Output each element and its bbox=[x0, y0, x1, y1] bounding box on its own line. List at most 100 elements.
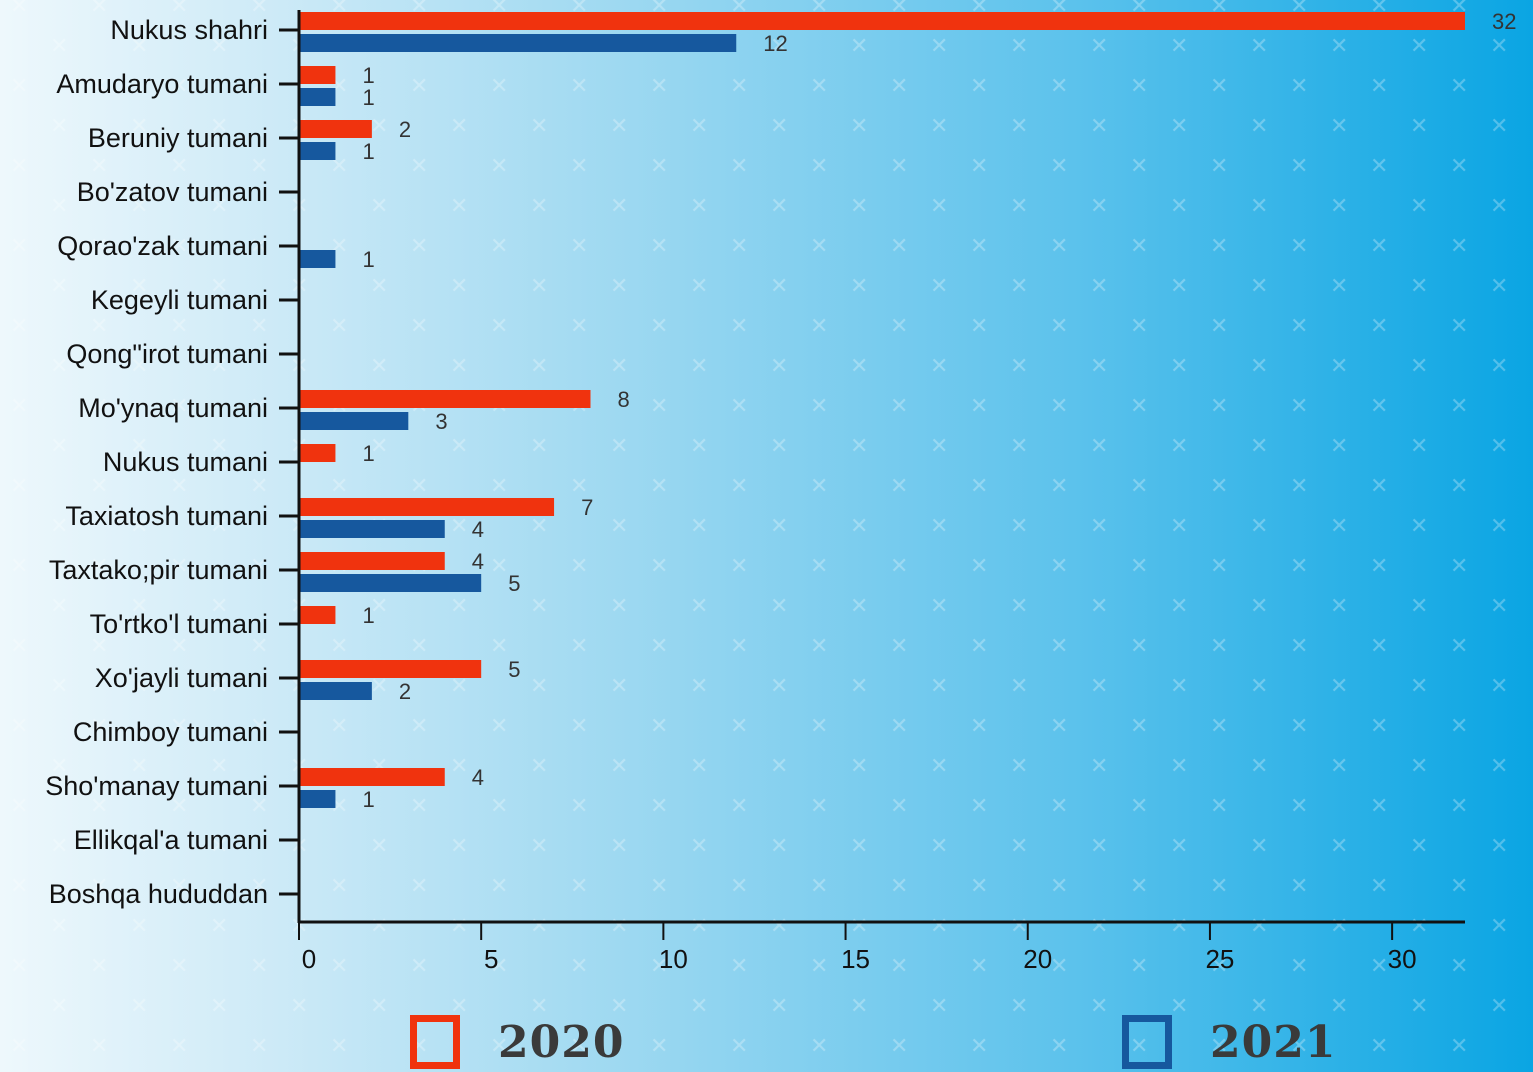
pattern-mark: ✕ bbox=[1210, 154, 1228, 179]
pattern-mark: ✕ bbox=[570, 634, 588, 659]
pattern-mark: ✕ bbox=[610, 114, 628, 139]
pattern-mark: ✕ bbox=[770, 274, 788, 299]
pattern-mark: ✕ bbox=[250, 954, 268, 979]
pattern-mark: ✕ bbox=[890, 74, 908, 99]
pattern-mark: ✕ bbox=[410, 314, 428, 339]
pattern-mark: ✕ bbox=[130, 274, 148, 299]
pattern-mark: ✕ bbox=[890, 394, 908, 419]
pattern-mark: ✕ bbox=[370, 354, 388, 379]
pattern-mark: ✕ bbox=[210, 914, 228, 939]
pattern-mark: ✕ bbox=[370, 834, 388, 859]
pattern-mark: ✕ bbox=[130, 114, 148, 139]
pattern-mark: ✕ bbox=[610, 354, 628, 379]
pattern-mark: ✕ bbox=[10, 74, 28, 99]
pattern-mark: ✕ bbox=[530, 434, 548, 459]
pattern-mark: ✕ bbox=[90, 954, 108, 979]
pattern-mark: ✕ bbox=[690, 594, 708, 619]
pattern-mark: ✕ bbox=[730, 554, 748, 579]
pattern-mark: ✕ bbox=[50, 914, 68, 939]
pattern-mark: ✕ bbox=[50, 194, 68, 219]
pattern-mark: ✕ bbox=[530, 274, 548, 299]
x-tick-label: 20 bbox=[1023, 944, 1052, 974]
pattern-mark: ✕ bbox=[450, 434, 468, 459]
pattern-mark: ✕ bbox=[530, 834, 548, 859]
pattern-mark: ✕ bbox=[1450, 314, 1468, 339]
pattern-mark: ✕ bbox=[170, 954, 188, 979]
pattern-mark: ✕ bbox=[90, 474, 108, 499]
pattern-mark: ✕ bbox=[1090, 34, 1108, 59]
pattern-mark: ✕ bbox=[1170, 34, 1188, 59]
pattern-mark: ✕ bbox=[410, 714, 428, 739]
pattern-mark: ✕ bbox=[1250, 674, 1268, 699]
pattern-mark: ✕ bbox=[850, 354, 868, 379]
pattern-mark: ✕ bbox=[1090, 114, 1108, 139]
pattern-mark: ✕ bbox=[370, 994, 388, 1019]
pattern-mark: ✕ bbox=[1170, 434, 1188, 459]
pattern-mark: ✕ bbox=[650, 634, 668, 659]
pattern-mark: ✕ bbox=[1170, 994, 1188, 1019]
pattern-mark: ✕ bbox=[1530, 874, 1533, 899]
category-label: Kegeyli tumani bbox=[91, 285, 268, 315]
pattern-mark: ✕ bbox=[850, 754, 868, 779]
pattern-mark: ✕ bbox=[570, 1034, 588, 1059]
pattern-mark: ✕ bbox=[330, 314, 348, 339]
pattern-mark: ✕ bbox=[1450, 154, 1468, 179]
pattern-mark: ✕ bbox=[90, 154, 108, 179]
pattern-mark: ✕ bbox=[250, 474, 268, 499]
pattern-mark: ✕ bbox=[130, 434, 148, 459]
pattern-mark: ✕ bbox=[930, 754, 948, 779]
pattern-mark: ✕ bbox=[1090, 674, 1108, 699]
category-label: Taxiatosh tumani bbox=[65, 501, 268, 531]
data-label-2021: 12 bbox=[763, 31, 787, 56]
pattern-mark: ✕ bbox=[1410, 834, 1428, 859]
pattern-mark: ✕ bbox=[250, 154, 268, 179]
pattern-mark: ✕ bbox=[930, 194, 948, 219]
pattern-mark: ✕ bbox=[410, 474, 428, 499]
bar-2020 bbox=[299, 768, 445, 786]
pattern-mark: ✕ bbox=[610, 274, 628, 299]
pattern-mark: ✕ bbox=[810, 714, 828, 739]
pattern-mark: ✕ bbox=[330, 1034, 348, 1059]
pattern-mark: ✕ bbox=[1330, 34, 1348, 59]
pattern-mark: ✕ bbox=[50, 834, 68, 859]
pattern-mark: ✕ bbox=[890, 474, 908, 499]
pattern-mark: ✕ bbox=[1250, 514, 1268, 539]
pattern-mark: ✕ bbox=[1050, 794, 1068, 819]
pattern-mark: ✕ bbox=[650, 1034, 668, 1059]
pattern-mark: ✕ bbox=[1210, 714, 1228, 739]
pattern-mark: ✕ bbox=[1090, 194, 1108, 219]
pattern-mark: ✕ bbox=[250, 1034, 268, 1059]
data-label-2021: 1 bbox=[362, 139, 374, 164]
data-label-2020: 7 bbox=[581, 495, 593, 520]
pattern-mark: ✕ bbox=[130, 914, 148, 939]
pattern-mark: ✕ bbox=[1130, 154, 1148, 179]
pattern-mark: ✕ bbox=[690, 674, 708, 699]
pattern-mark: ✕ bbox=[1010, 834, 1028, 859]
pattern-mark: ✕ bbox=[890, 314, 908, 339]
pattern-mark: ✕ bbox=[210, 674, 228, 699]
bar-2021 bbox=[299, 250, 336, 268]
pattern-mark: ✕ bbox=[170, 634, 188, 659]
pattern-mark: ✕ bbox=[90, 314, 108, 339]
pattern-mark: ✕ bbox=[650, 314, 668, 339]
pattern-mark: ✕ bbox=[50, 514, 68, 539]
pattern-mark: ✕ bbox=[1530, 554, 1533, 579]
category-label: Amudaryo tumani bbox=[56, 69, 268, 99]
pattern-mark: ✕ bbox=[1490, 834, 1508, 859]
pattern-mark: ✕ bbox=[1130, 1034, 1148, 1059]
pattern-mark: ✕ bbox=[210, 34, 228, 59]
pattern-mark: ✕ bbox=[1450, 234, 1468, 259]
pattern-mark: ✕ bbox=[1210, 394, 1228, 419]
pattern-mark: ✕ bbox=[170, 74, 188, 99]
pattern-mark: ✕ bbox=[1290, 794, 1308, 819]
pattern-mark: ✕ bbox=[490, 154, 508, 179]
pattern-mark: ✕ bbox=[90, 1034, 108, 1059]
pattern-mark: ✕ bbox=[770, 914, 788, 939]
pattern-mark: ✕ bbox=[1210, 1034, 1228, 1059]
pattern-mark: ✕ bbox=[1130, 394, 1148, 419]
bar-2021 bbox=[299, 88, 336, 106]
pattern-mark: ✕ bbox=[1490, 994, 1508, 1019]
pattern-mark: ✕ bbox=[970, 314, 988, 339]
pattern-mark: ✕ bbox=[970, 554, 988, 579]
pattern-mark: ✕ bbox=[1170, 754, 1188, 779]
